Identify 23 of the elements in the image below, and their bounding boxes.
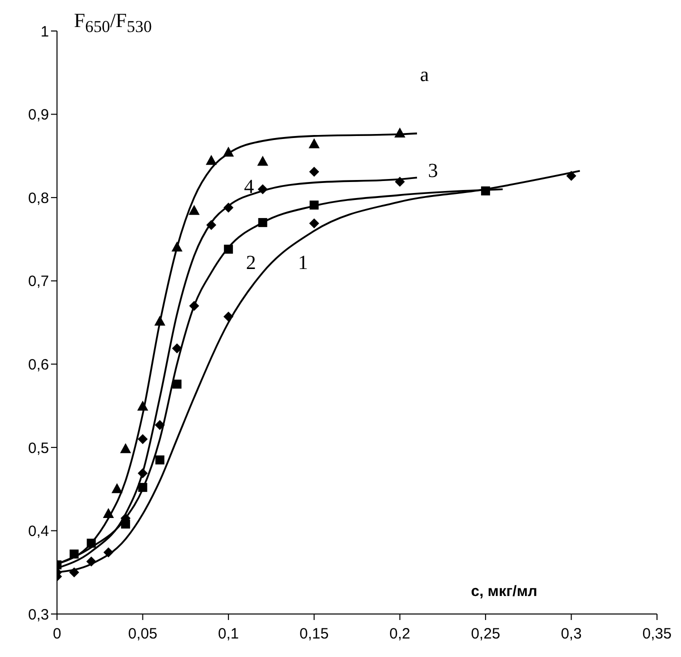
x-tick-label: 0,15	[300, 626, 329, 643]
y-tick-label: 0,8	[28, 190, 49, 207]
y-tick-label: 0,6	[28, 356, 49, 374]
y-tick-label: 0,5	[28, 440, 49, 457]
y-tick-label: 0,3	[28, 606, 49, 624]
y-tick-label: 1	[40, 23, 49, 40]
annotation: 2	[246, 252, 256, 275]
x-tick-label: 0,35	[642, 626, 672, 643]
x-tick-label: 0	[52, 626, 62, 643]
annotation: 1	[298, 252, 308, 275]
x-tick-label: 0,1	[218, 626, 239, 643]
x-tick-label: 0,05	[128, 626, 158, 643]
x-tick-label: 0,3	[560, 626, 582, 643]
annotation: 4	[244, 176, 254, 199]
x-tick-label: 0,25	[470, 626, 500, 643]
x-axis-title: c, мкг/мл	[471, 583, 538, 600]
annotation: 3	[428, 160, 438, 183]
y-axis-title: F$_{650}$/F$_{530}$	[74, 10, 152, 37]
x-tick-label: 0,2	[389, 626, 410, 643]
y-tick-label: 0,7	[28, 273, 49, 290]
y-tick-label: 0,9	[28, 106, 49, 124]
y-tick-label: 0,4	[28, 523, 49, 540]
annotation: a	[420, 64, 429, 87]
